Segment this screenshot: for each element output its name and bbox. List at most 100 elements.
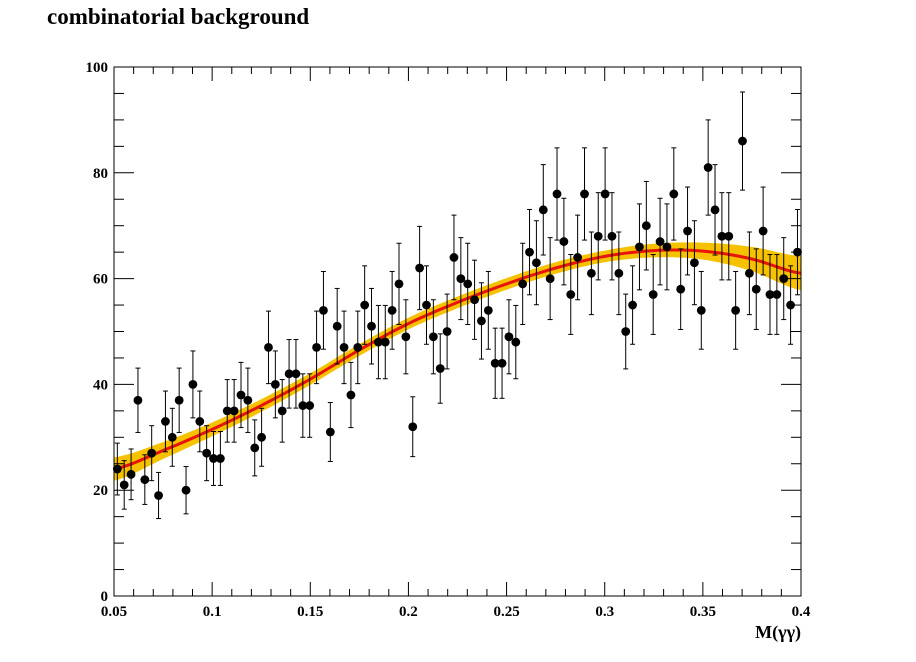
data-point — [209, 430, 218, 486]
data-point — [477, 282, 486, 360]
x-tick-label: 0.2 — [399, 604, 418, 620]
data-point — [229, 379, 239, 443]
data-point — [380, 304, 390, 380]
data-point — [635, 203, 644, 291]
x-axis-label: M(γγ) — [755, 622, 801, 643]
data-point — [511, 304, 521, 380]
data-point — [703, 119, 713, 216]
data-point — [167, 407, 177, 467]
data-point — [119, 460, 129, 510]
data-point — [744, 231, 754, 316]
data-point — [662, 203, 672, 291]
data-point — [731, 270, 741, 350]
data-point — [532, 220, 541, 306]
data-point — [738, 91, 747, 191]
y-tick-label: 20 — [93, 483, 108, 499]
y-tick-label: 80 — [93, 166, 108, 182]
data-point — [401, 299, 411, 375]
data-point — [600, 147, 610, 241]
data-point — [147, 425, 157, 482]
data-point — [442, 293, 452, 370]
y-tick-label: 0 — [101, 589, 109, 605]
x-tick-label: 0.25 — [493, 604, 519, 620]
data-point — [470, 259, 479, 340]
data-point — [215, 430, 225, 486]
data-point — [573, 214, 583, 301]
data-point — [284, 339, 294, 409]
data-point — [676, 248, 686, 330]
data-point — [628, 265, 637, 345]
data-point — [504, 299, 514, 375]
x-tick-label: 0.4 — [792, 604, 811, 620]
x-tick-label: 0.3 — [595, 604, 614, 620]
data-point — [161, 390, 170, 453]
data-point — [112, 442, 122, 496]
data-point — [360, 265, 370, 345]
data-point — [607, 192, 617, 281]
y-tick-label: 40 — [93, 377, 108, 393]
data-point — [415, 225, 425, 311]
y-tick-label: 100 — [86, 60, 109, 76]
data-point — [325, 402, 335, 462]
data-point — [202, 425, 212, 482]
x-tick-label: 0.15 — [297, 604, 323, 620]
data-point — [614, 231, 624, 316]
data-point — [236, 361, 246, 429]
data-point — [497, 327, 507, 399]
data-point — [696, 270, 706, 350]
data-point — [188, 350, 198, 419]
data-point — [257, 407, 267, 467]
data-point — [765, 254, 775, 335]
data-point — [566, 254, 576, 335]
data-point — [408, 396, 418, 458]
data-point — [538, 164, 548, 256]
data-point — [669, 147, 679, 241]
data-point — [683, 186, 692, 276]
data-point — [305, 373, 315, 438]
data-point — [312, 310, 321, 385]
data-point — [724, 192, 734, 281]
data-point — [621, 293, 631, 370]
data-point — [181, 466, 191, 515]
data-point — [270, 350, 280, 419]
data-point — [367, 287, 376, 365]
data-point — [339, 310, 349, 385]
data-point — [710, 164, 720, 256]
data-point — [319, 270, 328, 350]
fit-line-layer — [113, 248, 802, 471]
data-point — [394, 242, 404, 326]
data-point — [387, 270, 397, 350]
data-point — [291, 339, 301, 409]
data-point — [174, 367, 184, 433]
data-points-layer — [112, 91, 802, 520]
data-point — [580, 147, 589, 241]
fit-curve — [113, 248, 802, 471]
x-tick-label: 0.35 — [690, 604, 716, 620]
data-point — [586, 231, 596, 316]
data-point — [154, 471, 163, 520]
chart-title: combinatorial background — [47, 4, 310, 29]
plot-frame — [113, 66, 802, 597]
data-point — [298, 373, 308, 438]
data-point — [264, 310, 273, 385]
data-point — [435, 333, 445, 404]
data-point — [140, 454, 150, 505]
data-point — [126, 448, 136, 501]
data-point — [449, 214, 459, 301]
data-point — [593, 192, 603, 281]
data-point — [456, 237, 466, 321]
data-point — [545, 237, 555, 321]
data-point — [641, 180, 651, 271]
data-point — [463, 242, 473, 326]
data-point — [648, 254, 658, 335]
x-tick-label: 0.05 — [101, 604, 127, 620]
data-point — [751, 248, 761, 330]
data-point — [483, 270, 493, 350]
data-point — [222, 379, 232, 443]
data-point — [250, 419, 260, 477]
data-point — [422, 265, 431, 345]
data-point — [373, 304, 383, 380]
data-point — [195, 390, 205, 453]
data-point — [690, 220, 699, 306]
